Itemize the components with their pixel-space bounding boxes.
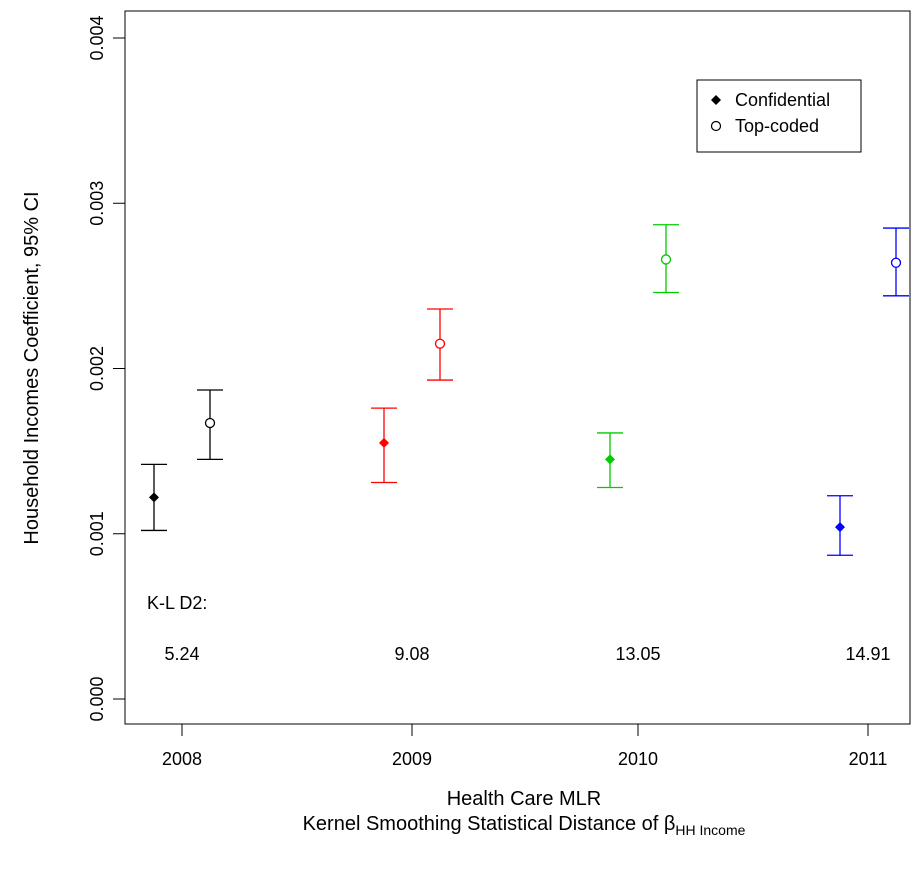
confidential-point (835, 522, 845, 533)
confidential-point (605, 454, 615, 465)
confidential-point (149, 492, 159, 503)
y-tick-label: 0.002 (87, 346, 107, 391)
x-tick-label: 2010 (618, 749, 658, 769)
x-tick-label: 2008 (162, 749, 202, 769)
x-axis: 2008 2009 2010 2011 (162, 723, 888, 769)
top-coded-point (660, 254, 672, 265)
kl-value: 5.24 (164, 644, 199, 664)
kl-value: 14.91 (845, 644, 890, 664)
y-tick-label: 0.004 (87, 15, 107, 60)
x-axis-title-line2: Kernel Smoothing Statistical Distance of… (303, 813, 746, 838)
x-tick-label: 2011 (849, 749, 888, 769)
legend: Confidential Top-coded (696, 79, 862, 153)
kl-value: 13.05 (615, 644, 660, 664)
legend-box (696, 79, 862, 153)
y-tick-label: 0.000 (87, 676, 107, 721)
beta-subscript: HH Income (675, 822, 745, 838)
y-tick-label: 0.003 (87, 181, 107, 226)
confidential-point (379, 437, 389, 448)
error-bars (141, 224, 909, 556)
beta-symbol: β (664, 813, 676, 835)
kl-annotations: K-L D2: 5.24 9.08 13.05 14.91 (147, 593, 891, 664)
kl-value: 9.08 (394, 644, 429, 664)
x-axis-title-line1: Health Care MLR (447, 788, 602, 810)
top-coded-point (890, 257, 902, 268)
top-coded-point (434, 338, 446, 349)
top-coded-point (204, 417, 216, 429)
point-markers (149, 254, 902, 533)
legend-circle-icon (710, 120, 722, 132)
y-tick-label: 0.001 (87, 511, 107, 556)
kl-label: K-L D2: (147, 593, 207, 613)
legend-label-confidential: Confidential (735, 90, 830, 110)
y-axis-title: Household Incomes Coefficient, 95% CI (21, 191, 43, 544)
y-axis: 0.000 0.001 0.002 0.003 0.004 (87, 15, 126, 722)
x-axis-title-prefix: Kernel Smoothing Statistical Distance of (303, 813, 664, 835)
x-tick-label: 2009 (392, 749, 432, 769)
legend-label-top-coded: Top-coded (735, 116, 819, 136)
legend-diamond-icon (711, 95, 721, 105)
